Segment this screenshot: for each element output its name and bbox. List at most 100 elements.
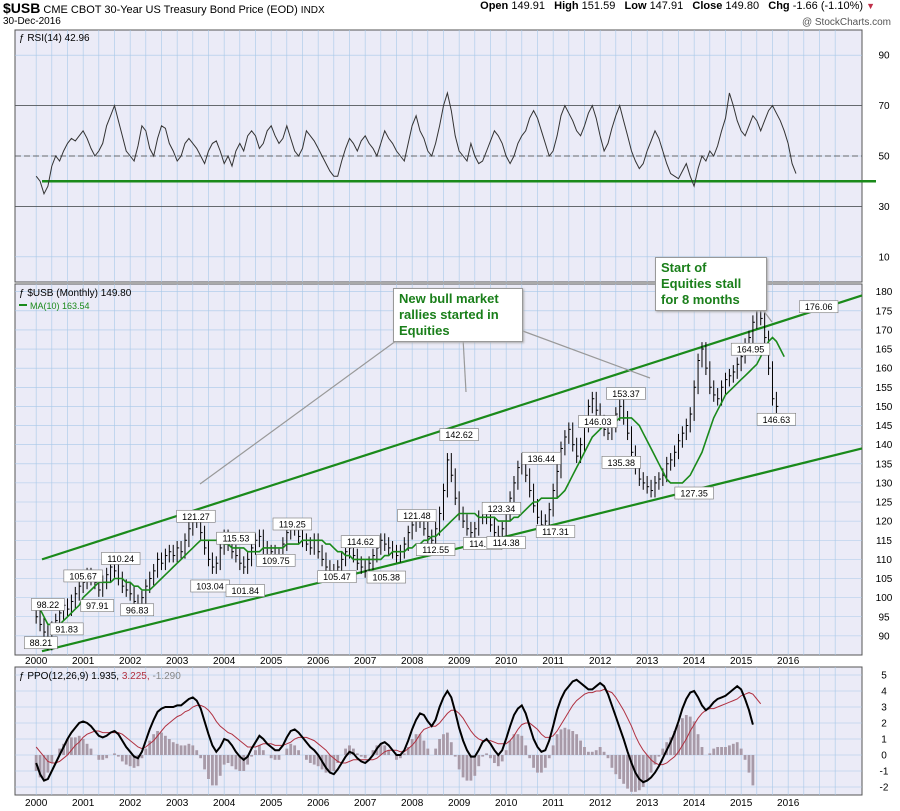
close-label: Close [692,0,723,12]
ppo-histogram-bar [246,755,250,765]
ppo-histogram-bar [626,755,629,789]
ppo-histogram-bar [728,745,731,755]
price-panel-ytick: 95 [878,612,890,623]
ppo-histogram-bar [692,721,696,755]
ppo-histogram-bar [167,739,171,755]
ppo-histogram-bar [58,748,62,755]
ppo-histogram-bar [610,755,614,768]
price-xtick: 2002 [119,656,142,667]
price-panel-ytick: 150 [876,402,893,413]
ppo-histogram-bar [379,743,383,755]
ppo-histogram-bar [724,747,727,755]
ppo-histogram-bar [258,745,261,755]
ppo-histogram-bar [469,755,473,781]
ppo-histogram-bar [540,755,543,773]
ppo-histogram-bar [653,755,657,765]
ppo-histogram-bar [226,755,230,763]
ppo-histogram-bar [524,745,528,755]
ppo-histogram-bar [743,755,747,760]
ppo-histogram-bar [708,753,712,755]
high-label: High [554,0,579,12]
ma10-legend: MA(10) 163.54 [30,301,90,311]
data-label-box [24,636,58,650]
ppo-histogram-bar [289,743,293,755]
close-value: 149.80 [725,0,760,12]
symbol: $USB [3,0,41,16]
ppo-histogram-bar [696,734,700,755]
price-panel-ytick: 145 [876,421,893,432]
data-label-box [31,598,65,611]
ppo-histogram-bar [160,732,163,755]
price-panel-ytick: 105 [876,574,893,585]
ppo-histogram-bar [355,753,359,755]
ppo-histogram-bar [673,731,676,755]
ppo-histogram-bar [312,755,316,765]
ppo-histogram-bar [383,745,387,755]
ppo-histogram-bar [214,755,218,786]
ppo-histogram-bar [567,729,571,755]
data-label: 105.47 [323,572,351,582]
ppo-histogram-bar [543,755,547,768]
ppo-histogram-bar [504,750,508,755]
ppo-histogram-bar [630,755,633,792]
price-panel-ytick: 170 [876,325,893,336]
ppo-histogram-bar [269,755,273,759]
data-label-box [756,412,796,426]
ppo-histogram-bar [297,750,300,755]
ppo-histogram-bar [359,755,363,757]
price-xtick: 2015 [730,656,753,667]
ppo-histogram-bar [395,755,398,760]
price-panel-ytick: 140 [876,440,893,451]
data-label: 97.91 [86,601,109,611]
data-label: 135.38 [608,458,636,468]
ppo-histogram-bar [371,750,375,755]
chg-label: Chg [768,0,790,12]
ppo-histogram-bar [684,715,688,755]
ppo-histogram-bar [242,755,246,771]
ppo-xtick: 2005 [260,798,283,809]
ppo-histogram-bar [590,751,594,755]
ppo-histogram-bar [113,753,116,755]
price-xtick: 2011 [542,656,564,667]
ppo-histogram-bar [105,755,109,759]
low-label: Low [624,0,647,12]
ppo-histogram-bar [62,743,65,755]
ppo-histogram-bar [536,755,539,773]
data-label: 117.31 [542,527,569,537]
ppo-histogram-bar [669,737,673,755]
price-xtick: 2007 [354,656,377,667]
data-label-box [317,570,357,584]
ppo-histogram-bar [477,755,481,767]
ppo-histogram-bar [575,734,579,755]
ppo-histogram-bar [637,755,641,791]
ppo-panel-frame [14,666,863,796]
price-panel-ytick: 100 [876,593,893,604]
price-xtick: 2003 [166,656,189,667]
data-label-box [578,415,618,428]
data-label: 98.22 [37,600,60,610]
ppo-panel-ytick: 0 [881,751,887,762]
data-label: 164.95 [737,345,765,355]
ppo-histogram-bar [618,755,622,779]
ppo-histogram-bar [211,755,214,786]
ppo-histogram-bar [688,716,692,755]
ppo-histogram-bar [716,747,720,755]
price-panel-frame [14,283,863,656]
data-label: 146.63 [763,415,791,425]
ppo-histogram-bar [316,755,320,767]
low-value: 147.91 [649,0,684,12]
data-label-box [799,300,839,314]
price-panel-ytick: 180 [876,287,893,298]
ppo-histogram-bar [508,740,512,755]
ppo-histogram-bar [516,734,520,755]
data-label-box [101,552,141,565]
data-label-box [481,502,522,515]
ppo-histogram-bar [406,747,410,755]
data-label: 121.48 [403,511,431,521]
ppo-panel-ytick: 4 [881,687,887,698]
data-label-box [397,509,437,522]
ppo-histogram-bar [132,755,136,768]
data-label: 127.35 [680,489,708,499]
ppo-histogram-bar [442,734,445,755]
ppo-panel-ytick: 5 [881,671,887,682]
